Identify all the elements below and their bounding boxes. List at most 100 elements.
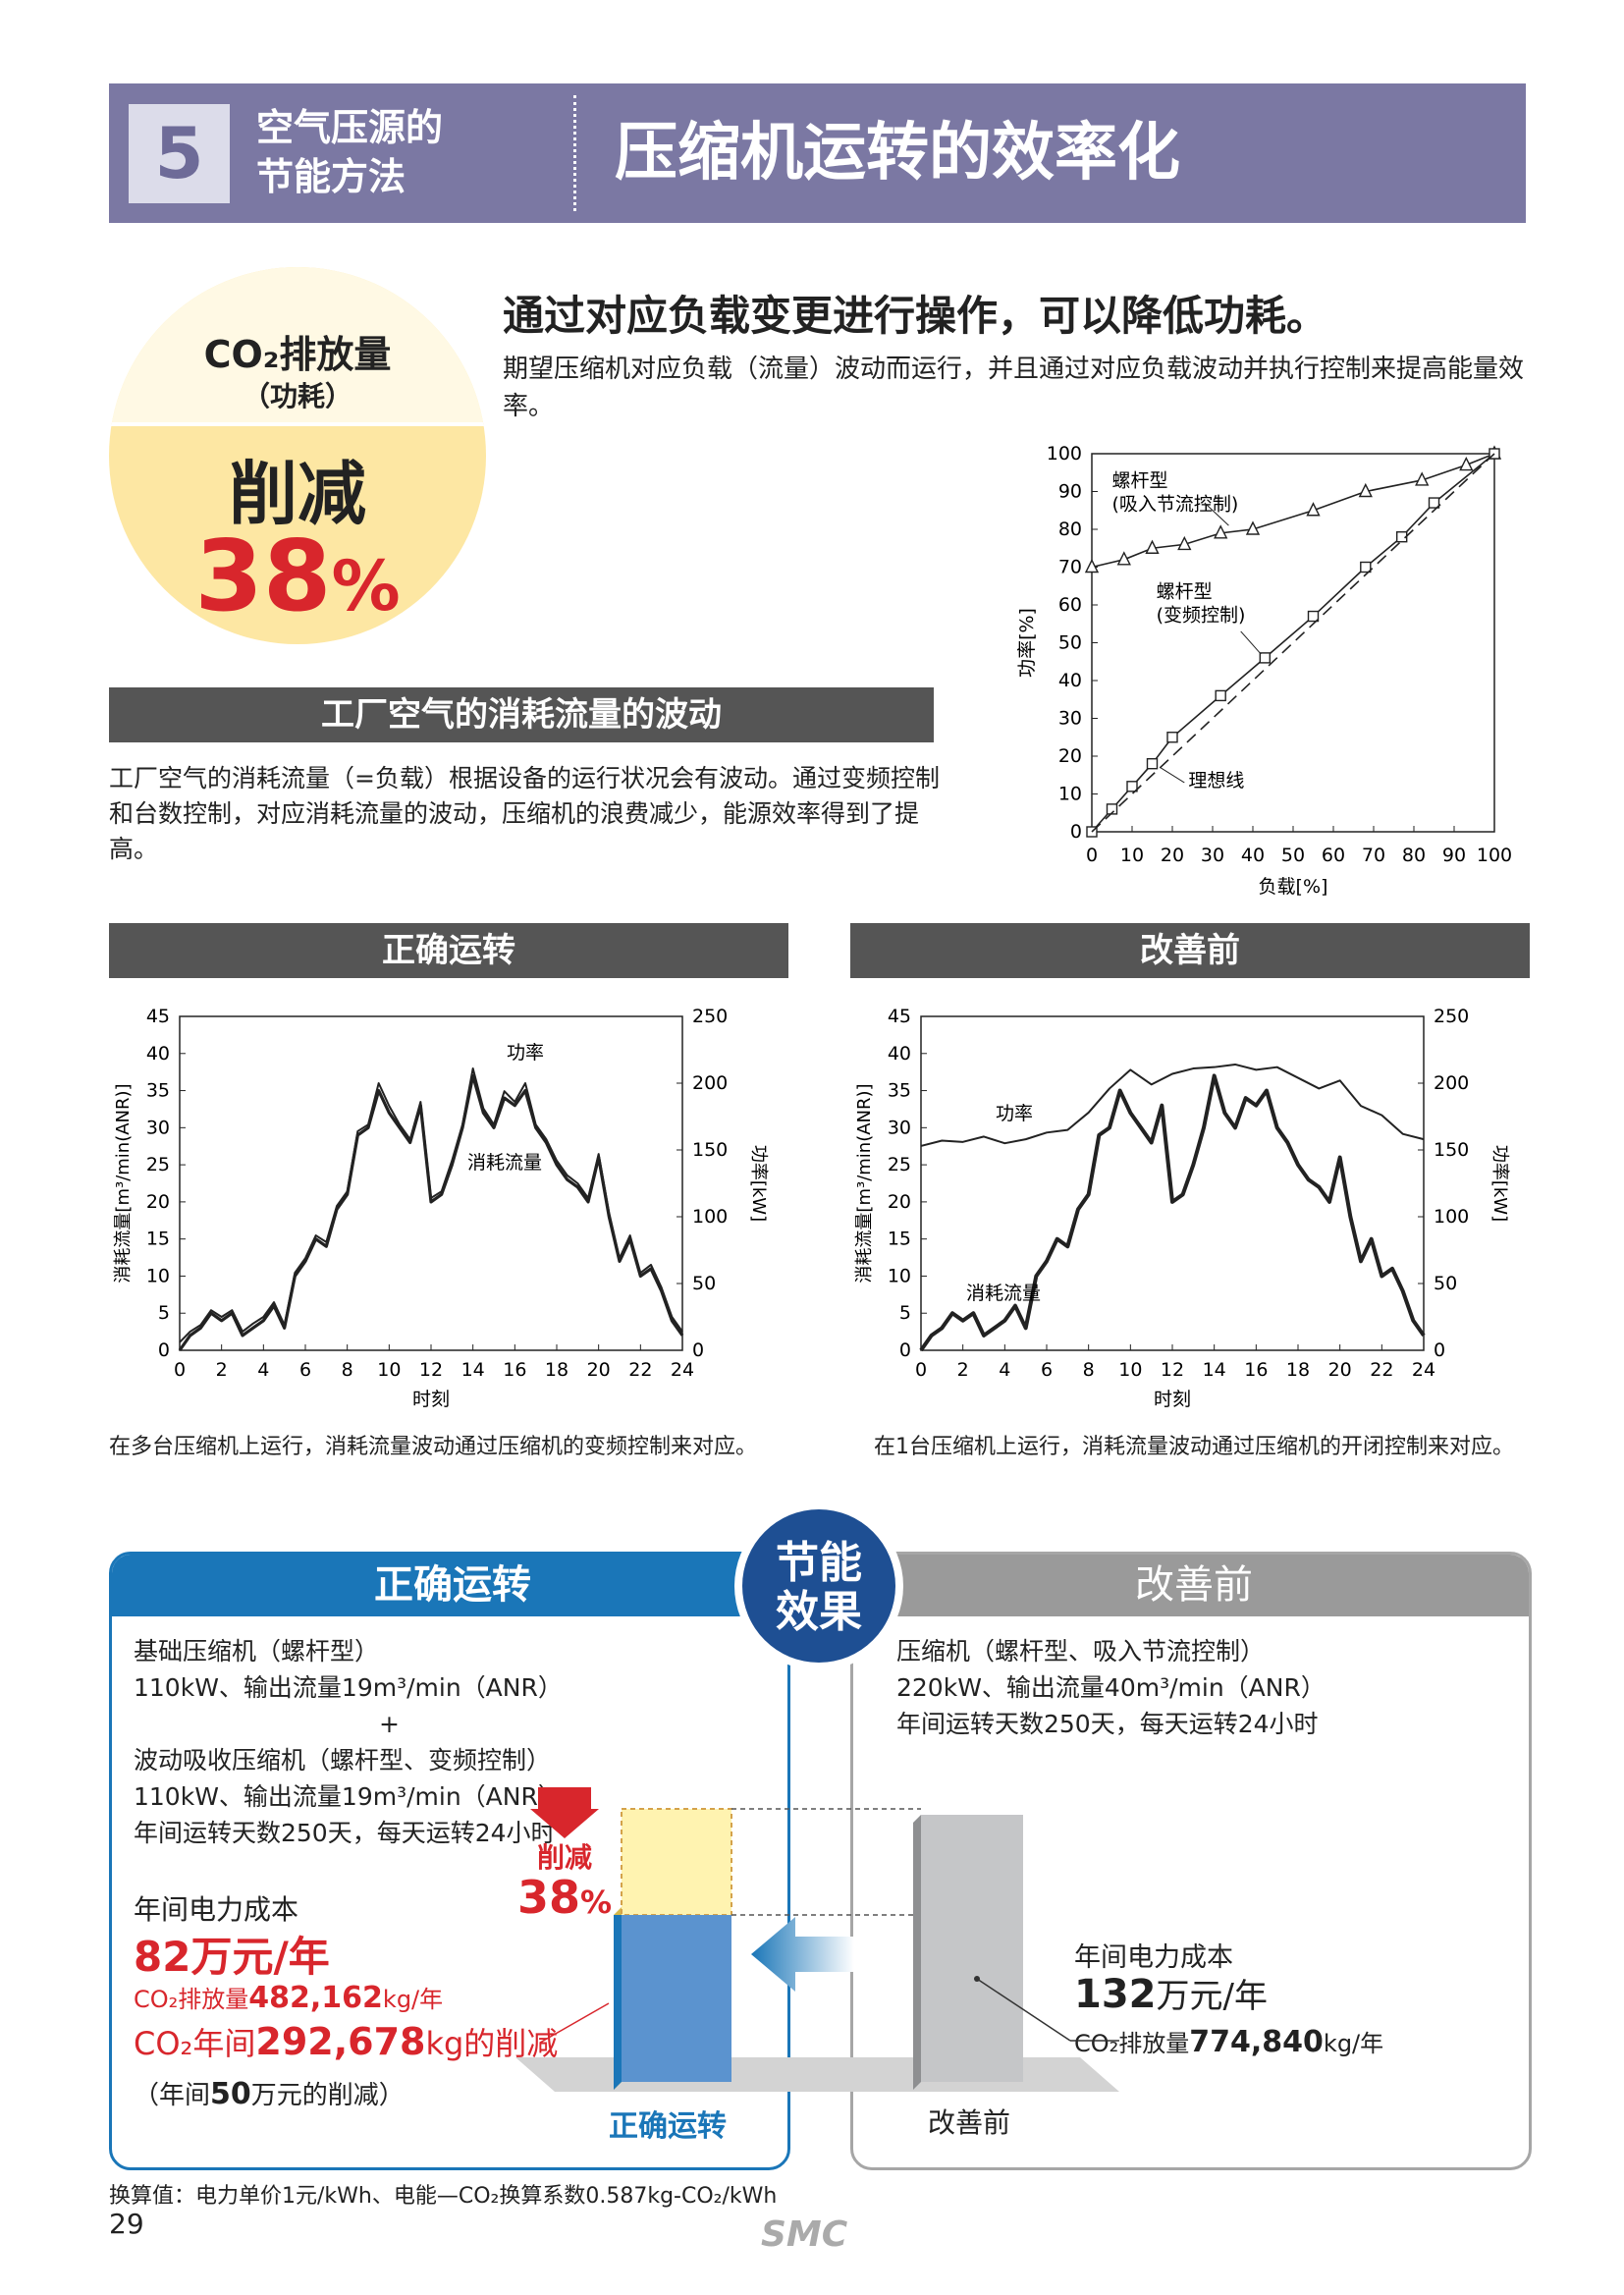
x-tick-label: 4 [999, 1359, 1010, 1381]
triangle-marker [1116, 551, 1131, 566]
annotation: (变频控制) [1157, 604, 1246, 626]
y2-tick-label: 250 [692, 1006, 728, 1027]
y-tick-label: 30 [146, 1117, 170, 1138]
co2-unit: kg/年 [382, 1986, 444, 2013]
load-power-plot: 0 10 20 30 40 50 60 70 80 90 100 0 10 20 30 40 50 60 70 80 9… [1016, 443, 1512, 898]
y-tick-label: 30 [1058, 708, 1082, 730]
bar-label-before: 改善前 [928, 2106, 1011, 2139]
spec-line: 压缩机（螺杆型、吸入节流控制） [896, 1637, 1266, 1666]
spec-line: 110kW、输出流量19m³/min（ANR） [134, 1782, 563, 1811]
y2-tick-label: 250 [1434, 1006, 1469, 1027]
x-axis-title: 时刻 [412, 1389, 450, 1410]
annotation: 螺杆型 [1112, 470, 1168, 492]
reduction-prefix: CO₂年间 [134, 2025, 256, 2062]
x-tick-label: 6 [299, 1359, 311, 1381]
page-header: 5 空气压源的 节能方法 压缩机运转的效率化 [109, 83, 1526, 223]
x-tick-label: 70 [1362, 845, 1385, 866]
page-title: 压缩机运转的效率化 [615, 117, 1180, 190]
saving-close: 万元的削减） [250, 2081, 405, 2110]
co2-unit: kg/年 [1323, 2030, 1384, 2057]
before-cost-value: 132 [1074, 1972, 1157, 2017]
header-divider [573, 95, 576, 211]
triangle-marker [1145, 539, 1160, 554]
before-improvement-chart: 0 2 4 6 8 10 12 14 16 18 20 22 240510152025303540450… [854, 1006, 1510, 1410]
y-axis-title: 消耗流量[m³/min(ANR)] [113, 1083, 134, 1283]
annotation-pointer [1240, 630, 1262, 655]
y2-tick-label: 200 [1434, 1072, 1469, 1094]
y-tick-label: 40 [1058, 670, 1082, 691]
chart-title-before: 改善前 [850, 923, 1530, 978]
reduced-portion [621, 1808, 732, 1916]
co2-reduction: CO₂年间292,678kg的削减 [134, 2019, 558, 2064]
section-number: 5 [129, 104, 230, 203]
square-marker [1146, 758, 1159, 770]
y2-axis-title: 功率[kW] [748, 1145, 769, 1222]
y2-tick-label: 200 [692, 1072, 728, 1094]
y2-tick-label: 0 [1434, 1339, 1445, 1361]
y-tick-label: 25 [888, 1154, 911, 1175]
y-tick-label: 60 [1058, 594, 1082, 616]
x-tick-label: 10 [377, 1359, 401, 1381]
x-axis-title: 时刻 [1154, 1389, 1191, 1410]
co2-prefix: CO₂排放量 [1074, 2030, 1190, 2057]
good-panel-title: 正确运转 [112, 1555, 787, 1616]
badge-inner: 节能 效果 [742, 1509, 895, 1663]
good-spec-list: 基础压缩机（螺杆型） 110kW、输出流量19m³/min（ANR） + 波动吸… [134, 1633, 605, 1851]
x-tick-label: 0 [915, 1359, 927, 1381]
before-spec-list: 压缩机（螺杆型、吸入节流控制） 220kW、输出流量40m³/min（ANR） … [896, 1633, 1505, 1742]
triangle-marker [1459, 456, 1474, 471]
x-tick-label: 18 [545, 1359, 568, 1381]
saving-open: （年间 [134, 2081, 211, 2110]
annotation-pointer [1204, 502, 1229, 526]
y2-tick-label: 50 [1434, 1273, 1457, 1294]
co2-value: 774,840 [1189, 2025, 1324, 2059]
y-tick-label: 10 [146, 1265, 170, 1286]
x-axis-title: 负载[%] [1259, 876, 1328, 898]
subtitle-line-2: 节能方法 [256, 155, 406, 198]
x-tick-label: 20 [1328, 1359, 1352, 1381]
plot-frame [179, 1015, 683, 1351]
y-tick-label: 20 [1058, 745, 1082, 767]
spec-plus: + [379, 1710, 400, 1738]
down-arrow-icon [530, 1787, 599, 1838]
before-co2-emission: CO₂排放量774,840kg/年 [1074, 2024, 1383, 2059]
x-tick-label: 20 [587, 1359, 611, 1381]
x-tick-label: 4 [257, 1359, 269, 1381]
headline: 通过对应负载变更进行操作，可以降低功耗。 [503, 292, 1328, 340]
section-title-fluctuation: 工厂空气的消耗流量的波动 [109, 687, 934, 742]
x-tick-label: 100 [1477, 845, 1512, 866]
co2-prefix: CO₂排放量 [134, 1986, 249, 2013]
triangle-marker [1415, 471, 1430, 486]
smc-logo: SMC [761, 2214, 848, 2255]
cut-label: 削减 [229, 454, 366, 534]
good-operation-plot: 0 2 4 6 8 10 12 14 16 18 20 22 240510152025303540450… [113, 1006, 769, 1410]
x-tick-label: 22 [1370, 1359, 1393, 1381]
before-panel-title: 改善前 [853, 1555, 1529, 1616]
square-marker [1126, 781, 1138, 792]
x-tick-label: 90 [1442, 845, 1466, 866]
reduction-value: 38 [194, 519, 332, 633]
page-number: 29 [109, 2208, 144, 2240]
reduction-percent: 38% [109, 519, 486, 633]
y-tick-label: 15 [146, 1229, 170, 1250]
y2-tick-label: 100 [692, 1206, 728, 1228]
circle-top-band [109, 267, 486, 426]
good-cost-value: 82万元/年 [134, 1933, 330, 1981]
before-improvement-plot: 0 2 4 6 8 10 12 14 16 18 20 22 240510152025303540450… [854, 1006, 1510, 1410]
cut-small-percent: 38% [496, 1871, 633, 1924]
x-tick-label: 2 [957, 1359, 969, 1381]
y2-axis-title: 功率[kW] [1489, 1145, 1510, 1222]
load-power-chart: 0 10 20 30 40 50 60 70 80 90 100 0 10 20 30 40 50 60 70 80 9… [1016, 443, 1512, 898]
x-tick-label: 16 [503, 1359, 526, 1381]
series-label: 消耗流量 [467, 1152, 542, 1174]
square-marker [1106, 803, 1118, 815]
x-tick-label: 50 [1281, 845, 1305, 866]
y2-tick-label: 150 [1434, 1139, 1469, 1161]
x-tick-label: 30 [1201, 845, 1224, 866]
cut-small-value: 38 [516, 1871, 580, 1924]
y-tick-label: 35 [146, 1080, 170, 1102]
y-axis-title: 功率[%] [1016, 608, 1038, 678]
x-tick-label: 12 [1161, 1359, 1184, 1381]
annotation: (吸入节流控制) [1112, 494, 1239, 516]
series-label: 消耗流量 [966, 1283, 1041, 1304]
